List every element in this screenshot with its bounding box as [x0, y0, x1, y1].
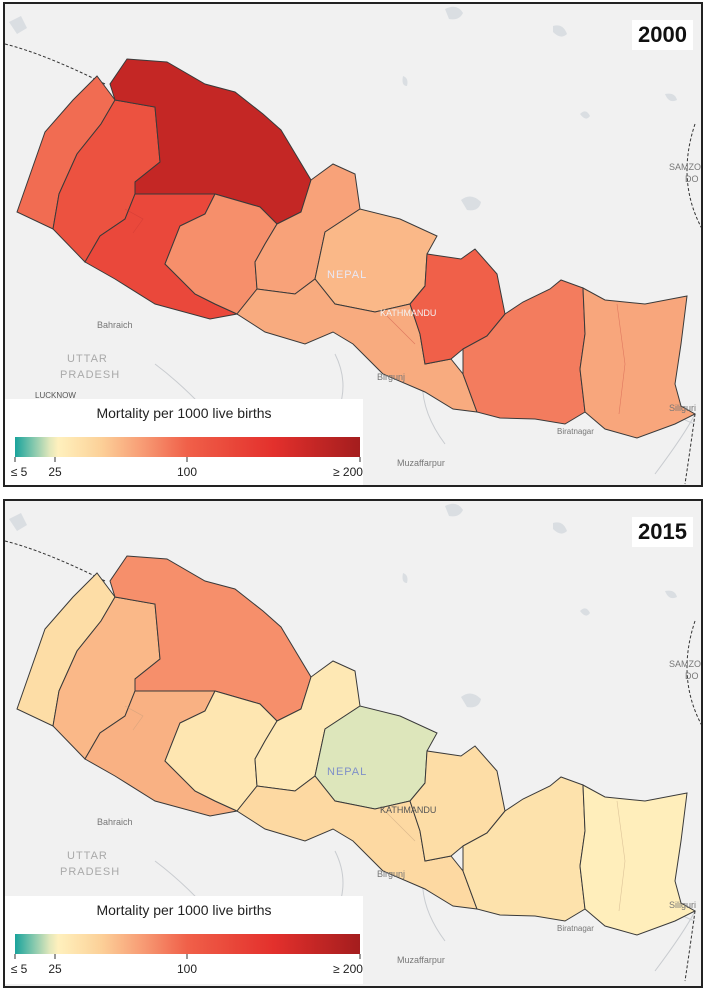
- map-canvas: NEPAL KATHMANDU Bahraich UTTAR PRADESH L…: [5, 6, 701, 485]
- legend: Mortality per 1000 live births ≤ 5 25 100 ≥…: [5, 399, 363, 485]
- label-samzong: SAMZO: [669, 659, 701, 669]
- region-eastern-2: [579, 287, 697, 439]
- legend-title: Mortality per 1000 live births: [96, 902, 272, 918]
- legend-tick-label: ≥ 200: [333, 962, 363, 976]
- legend-tick-label: ≥ 200: [333, 465, 363, 479]
- label-muzaffarpur: Muzaffarpur: [397, 458, 445, 468]
- label-biratnagar: Biratnagar: [557, 924, 594, 933]
- region-central-south: [236, 775, 478, 910]
- label-pradesh: PRADESH: [60, 369, 120, 381]
- legend-tick-label: 25: [48, 962, 62, 976]
- region-central-south: [236, 278, 478, 413]
- legend: Mortality per 1000 live births ≤ 5 25 100 ≥…: [5, 896, 363, 984]
- label-siliguri: Siliguri: [669, 900, 696, 910]
- label-birgunj: Birgunj: [377, 869, 405, 879]
- label-bahraich: Bahraich: [97, 817, 133, 827]
- legend-tick-label: 100: [177, 962, 197, 976]
- label-bahraich: Bahraich: [97, 320, 133, 330]
- label-uttar: UTTAR: [67, 353, 108, 365]
- background-lakes: [9, 6, 677, 211]
- label-muzaffarpur: Muzaffarpur: [397, 955, 445, 965]
- map-panel-2015: NEPAL KATHMANDU Bahraich UTTAR PRADESH B…: [3, 499, 703, 988]
- legend-tick-label: ≤ 5: [11, 465, 28, 479]
- legend-colorbar: ≤ 5 25 100 ≥ 200: [11, 934, 363, 976]
- year-label: 2000: [632, 20, 693, 50]
- legend-tick-label: 25: [48, 465, 62, 479]
- label-nepal: NEPAL: [327, 269, 367, 281]
- legend-gradient-bar: [15, 934, 360, 954]
- year-label: 2015: [632, 517, 693, 547]
- label-nepal: NEPAL: [327, 766, 367, 778]
- legend-gradient-bar: [15, 437, 360, 457]
- nepal-districts: [16, 58, 697, 439]
- legend-tick-label: ≤ 5: [11, 962, 28, 976]
- legend-colorbar: ≤ 5 25 100 ≥ 200: [11, 437, 363, 479]
- label-kathmandu: KATHMANDU: [380, 805, 436, 815]
- label-samzong-2: DO: [685, 671, 699, 681]
- border-lines: [5, 540, 701, 982]
- label-biratnagar: Biratnagar: [557, 427, 594, 436]
- background-lakes: [9, 503, 677, 708]
- label-samzong-2: DO: [685, 174, 699, 184]
- legend-title: Mortality per 1000 live births: [96, 405, 272, 421]
- inner-boundaries: [124, 705, 626, 912]
- legend-tick-label: 100: [177, 465, 197, 479]
- label-samzong: SAMZO: [669, 162, 701, 172]
- map-canvas: NEPAL KATHMANDU Bahraich UTTAR PRADESH B…: [5, 503, 701, 982]
- nepal-districts: [16, 555, 697, 936]
- label-kathmandu: KATHMANDU: [380, 308, 436, 318]
- label-birgunj: Birgunj: [377, 372, 405, 382]
- label-lucknow: LUCKNOW: [35, 391, 76, 400]
- label-uttar: UTTAR: [67, 850, 108, 862]
- label-siliguri: Siliguri: [669, 403, 696, 413]
- region-eastern-2: [579, 784, 697, 936]
- border-lines: [5, 43, 701, 485]
- map-panel-2000: NEPAL KATHMANDU Bahraich UTTAR PRADESH L…: [3, 2, 703, 487]
- label-pradesh: PRADESH: [60, 866, 120, 878]
- inner-boundaries: [124, 208, 626, 415]
